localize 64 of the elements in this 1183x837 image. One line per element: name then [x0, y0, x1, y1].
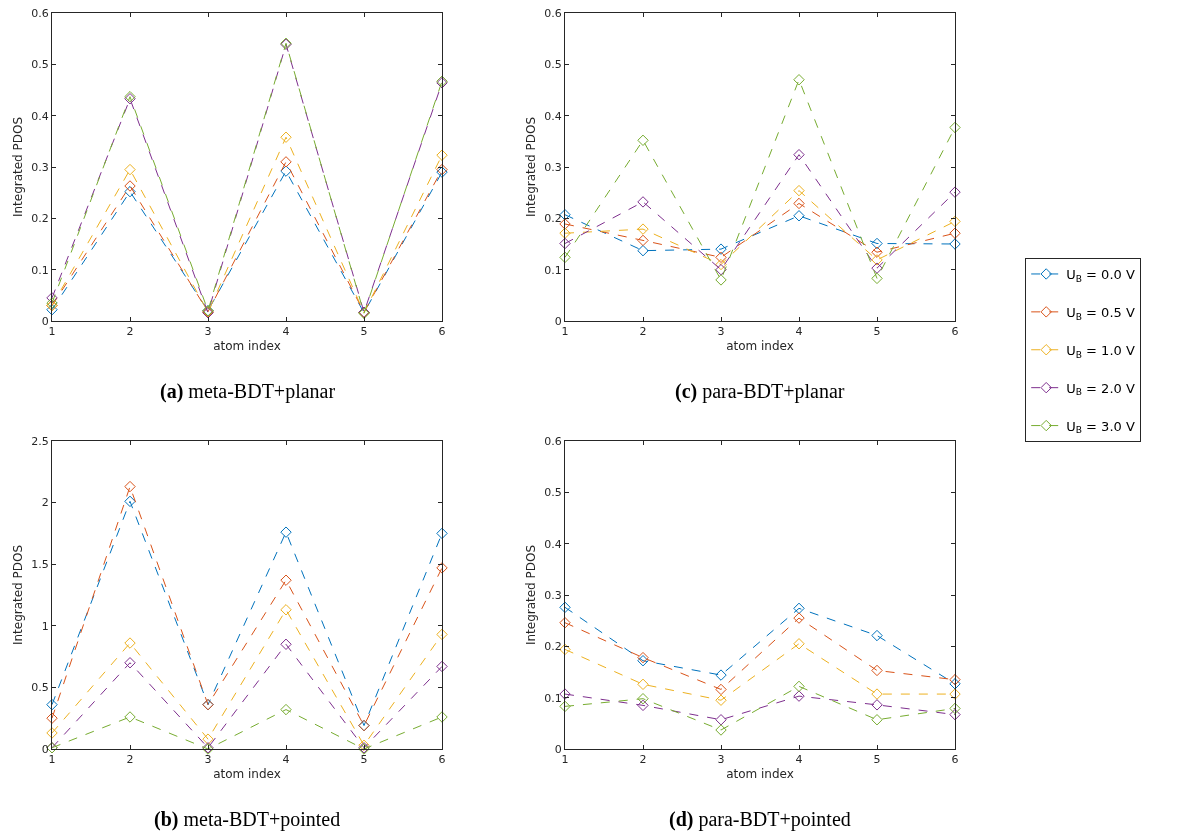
y-tick-label: 0.4: [544, 537, 562, 551]
legend-label: U$_{B}$ = 0.0 V: [1066, 267, 1135, 284]
y-tick-label: 0.6: [31, 6, 49, 20]
text: (c) para-BDT+planar: [675, 380, 845, 403]
y-tick-label: 0.3: [31, 160, 49, 174]
y-tick-label: 0: [41, 314, 49, 328]
x-tick-label: 5: [873, 753, 881, 767]
y-tick-label: 0.4: [31, 109, 49, 123]
x-tick-label: 4: [282, 325, 290, 339]
x-axis-title: atom index: [726, 339, 794, 354]
y-tick-label: 2.5: [31, 434, 49, 448]
text: (d) para-BDT+pointed: [669, 808, 851, 831]
text: (a) meta-BDT+planar: [160, 380, 336, 403]
x-tick-label: 5: [360, 753, 368, 767]
y-tick-label: 0.3: [544, 588, 562, 602]
y-tick-label: 0.3: [544, 160, 562, 174]
y-tick-label: 0.6: [544, 434, 562, 448]
text: (b) meta-BDT+pointed: [154, 808, 341, 831]
x-tick-label: 6: [438, 753, 446, 767]
y-axis-title: Integrated PDOS: [523, 544, 538, 646]
x-axis-title: atom index: [213, 767, 281, 782]
legend-label: U$_{B}$ = 3.0 V: [1066, 418, 1135, 436]
x-axis-title: atom index: [213, 339, 281, 354]
y-tick-label: 0: [554, 742, 562, 756]
x-tick-label: 3: [204, 325, 212, 339]
y-tick-label: 0.1: [544, 691, 562, 705]
y-tick-label: 0.5: [544, 58, 562, 72]
x-tick-label: 6: [951, 753, 959, 767]
x-tick-label: 2: [126, 325, 134, 339]
legend-label: U$_{B}$ = 2.0 V: [1066, 380, 1135, 398]
legend-label: U$_{B}$ = 1.0 V: [1066, 342, 1135, 360]
y-tick-label: 0: [554, 314, 562, 328]
y-axis-title: Integrated PDOS: [10, 116, 25, 218]
y-tick-label: 0.5: [31, 58, 49, 72]
x-tick-label: 6: [438, 325, 446, 339]
x-tick-label: 4: [795, 325, 803, 339]
y-tick-label: 0.5: [544, 486, 562, 500]
y-axis-title: Integrated PDOS: [10, 544, 25, 646]
y-tick-label: 1.5: [31, 558, 49, 572]
legend-label: U$_{B}$ = 0.5 V: [1066, 304, 1135, 322]
x-tick-label: 3: [204, 753, 212, 767]
x-tick-label: 5: [360, 325, 368, 339]
y-tick-label: 0.2: [544, 212, 562, 226]
x-tick-label: 3: [717, 325, 725, 339]
x-axis-title: atom index: [726, 767, 794, 782]
y-tick-label: 0.1: [31, 263, 49, 277]
y-tick-label: 0.5: [31, 681, 49, 695]
y-tick-label: 1: [41, 619, 49, 633]
x-tick-label: 4: [282, 753, 290, 767]
x-tick-label: 2: [639, 753, 647, 767]
y-tick-label: 0: [41, 742, 49, 756]
y-axis-title: Integrated PDOS: [523, 116, 538, 218]
y-tick-label: 0.4: [544, 109, 562, 123]
x-tick-label: 3: [717, 753, 725, 767]
y-tick-label: 0.6: [544, 6, 562, 20]
x-tick-label: 4: [795, 753, 803, 767]
y-tick-label: 0.1: [544, 263, 562, 277]
x-tick-label: 2: [639, 325, 647, 339]
x-tick-label: 5: [873, 325, 881, 339]
x-tick-label: 2: [126, 753, 134, 767]
y-tick-label: 0.2: [31, 212, 49, 226]
y-tick-label: 0.2: [544, 640, 562, 654]
x-tick-label: 6: [951, 325, 959, 339]
y-tick-label: 2: [41, 496, 49, 510]
